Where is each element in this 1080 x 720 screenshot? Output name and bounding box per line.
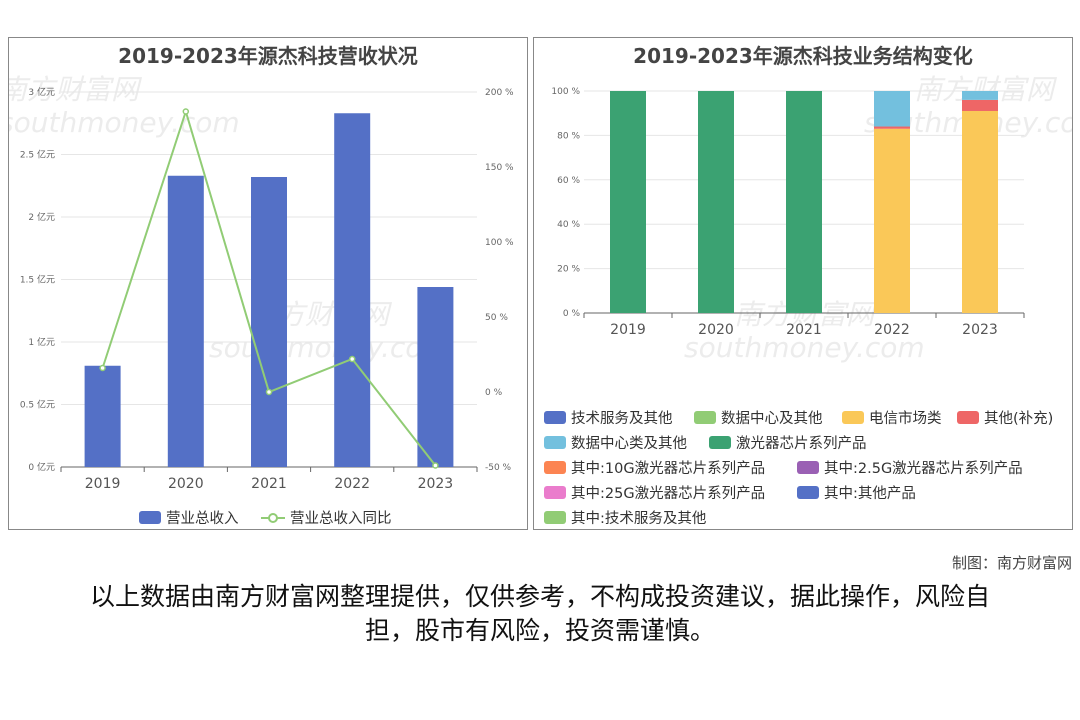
yoy-point: [99, 364, 106, 372]
legend-item[interactable]: 数据中心类及其他: [544, 432, 687, 453]
legend-item[interactable]: 其中:10G激光器芯片系列产品: [544, 457, 765, 478]
revenue-bar: [417, 287, 454, 467]
legend-label: 其中:其他产品: [824, 486, 916, 502]
y-tick-label: 2.5 亿元: [20, 149, 55, 161]
legend-swatch: [797, 461, 819, 474]
yoy-point: [182, 108, 190, 115]
legend-label: 营业总收入: [166, 511, 239, 527]
legend-item[interactable]: 激光器芯片系列产品: [709, 432, 867, 453]
legend-label: 电信市场类: [869, 411, 942, 427]
legend-label: 数据中心类及其他: [571, 436, 687, 452]
x-tick-label: 2023: [962, 322, 998, 338]
stack-segment: [874, 91, 910, 127]
legend-label: 激光器芯片系列产品: [736, 436, 867, 452]
legend-item[interactable]: 其他(补充): [957, 407, 1053, 428]
legend-line-icon: [261, 512, 285, 523]
legend-swatch: [709, 436, 731, 449]
stack-segment: [962, 99, 998, 111]
y-tick-label: 60 %: [557, 176, 580, 186]
x-tick-label: 2019: [610, 322, 646, 338]
legend-item-revenue[interactable]: 营业总收入: [139, 507, 239, 528]
yoy-point: [265, 388, 273, 396]
legend-label: 其中:10G激光器芯片系列产品: [571, 461, 766, 477]
legend-swatch: [544, 486, 566, 499]
y-tick-label: 1 亿元: [28, 336, 55, 348]
legend-swatch: [544, 461, 566, 474]
revenue-chart-svg: 0 亿元 0.5 亿元 1 亿元 1.5 亿元 2 亿元 2.5 亿元 3 亿元 -50 % 0…: [20, 86, 514, 492]
legend-item[interactable]: 技术服务及其他: [544, 407, 673, 428]
yoy-point: [432, 462, 439, 469]
legend-swatch: [544, 411, 566, 424]
stack-segment: [610, 91, 646, 313]
y-tick-label: 2 亿元: [28, 211, 55, 223]
legend-swatch: [797, 486, 819, 499]
y-tick-label: 40 %: [557, 220, 580, 230]
legend-label: 数据中心及其他: [721, 411, 823, 427]
y-tick-label: 0 %: [563, 309, 581, 319]
legend-item[interactable]: 电信市场类: [842, 407, 942, 428]
x-tick-label: 2021: [786, 322, 822, 338]
stack-segment: [962, 91, 998, 100]
legend-swatch: [139, 511, 161, 524]
legend-item[interactable]: 数据中心及其他: [694, 407, 823, 428]
legend-label: 其他(补充): [984, 411, 1054, 427]
y-tick-label: 0 亿元: [28, 461, 55, 473]
y2-tick-label: 200 %: [485, 88, 514, 98]
y2-tick-label: 50 %: [485, 313, 508, 323]
legend-item[interactable]: 其中:其他产品: [797, 482, 916, 503]
y-tick-label: 3 亿元: [28, 86, 55, 98]
y-tick-label: 0.5 亿元: [20, 399, 55, 411]
y-tick-label: 100 %: [551, 87, 580, 97]
legend-item-yoy[interactable]: 营业总收入同比: [261, 507, 392, 528]
yoy-point: [348, 355, 356, 363]
y2-tick-label: 150 %: [485, 163, 514, 173]
x-tick-label: 2021: [251, 476, 287, 492]
x-tick-label: 2022: [874, 322, 910, 338]
y-tick-label: 1.5 亿元: [20, 274, 55, 286]
x-tick-label: 2020: [698, 322, 734, 338]
legend-swatch: [694, 411, 716, 424]
legend-label: 营业总收入同比: [290, 511, 392, 527]
legend-swatch: [957, 411, 979, 424]
stack-segment: [698, 91, 734, 313]
legend-label: 其中:技术服务及其他: [571, 511, 707, 527]
x-tick-label: 2022: [334, 476, 370, 492]
y-tick-label: 80 %: [557, 131, 580, 141]
structure-chart-panel: 南方财富网 southmoney.com 南方财富网 southmoney.co…: [533, 37, 1073, 530]
chart-title: 2019-2023年源杰科技业务结构变化: [633, 44, 973, 68]
y2-tick-label: 100 %: [485, 238, 514, 248]
x-tick-label: 2023: [418, 476, 454, 492]
disclaimer: 以上数据由南方财富网整理提供，仅供参考，不构成投资建议，据此操作，风险自担，股市…: [89, 582, 990, 645]
legend-item[interactable]: 其中:25G激光器芯片系列产品: [544, 482, 765, 503]
stack-segment: [962, 110, 998, 313]
legend-label: 技术服务及其他: [571, 411, 673, 427]
x-tick-label: 2019: [85, 476, 121, 492]
legend-swatch: [544, 436, 566, 449]
chart-credit: 制图：南方财富网: [951, 554, 1072, 572]
revenue-bar: [251, 177, 287, 467]
revenue-bar: [167, 175, 204, 467]
y-tick-label: 20 %: [557, 265, 580, 275]
stack-segment: [874, 126, 910, 129]
legend-swatch: [842, 411, 864, 424]
structure-chart-svg: 0 % 20 % 40 % 60 % 80 % 100 % 2019 2020 2021 2022…: [551, 87, 1025, 338]
revenue-bar: [334, 113, 371, 467]
legend-item[interactable]: 其中:技术服务及其他: [544, 507, 706, 528]
legend-item[interactable]: 其中:2.5G激光器芯片系列产品: [797, 457, 1023, 478]
revenue-chart-panel: 南方财富网 southmoney.com 南方财富网 southmoney.co…: [8, 37, 528, 530]
revenue-bar: [84, 365, 121, 467]
legend-label: 其中:25G激光器芯片系列产品: [571, 486, 766, 502]
y2-tick-label: -50 %: [485, 463, 512, 473]
stack-segment: [874, 128, 910, 313]
legend-swatch: [544, 511, 566, 524]
stack-segment: [786, 91, 822, 313]
y2-tick-label: 0 %: [485, 388, 503, 398]
chart-title: 2019-2023年源杰科技营收状况: [118, 44, 418, 68]
x-tick-label: 2020: [168, 476, 204, 492]
legend-label: 其中:2.5G激光器芯片系列产品: [824, 461, 1023, 477]
